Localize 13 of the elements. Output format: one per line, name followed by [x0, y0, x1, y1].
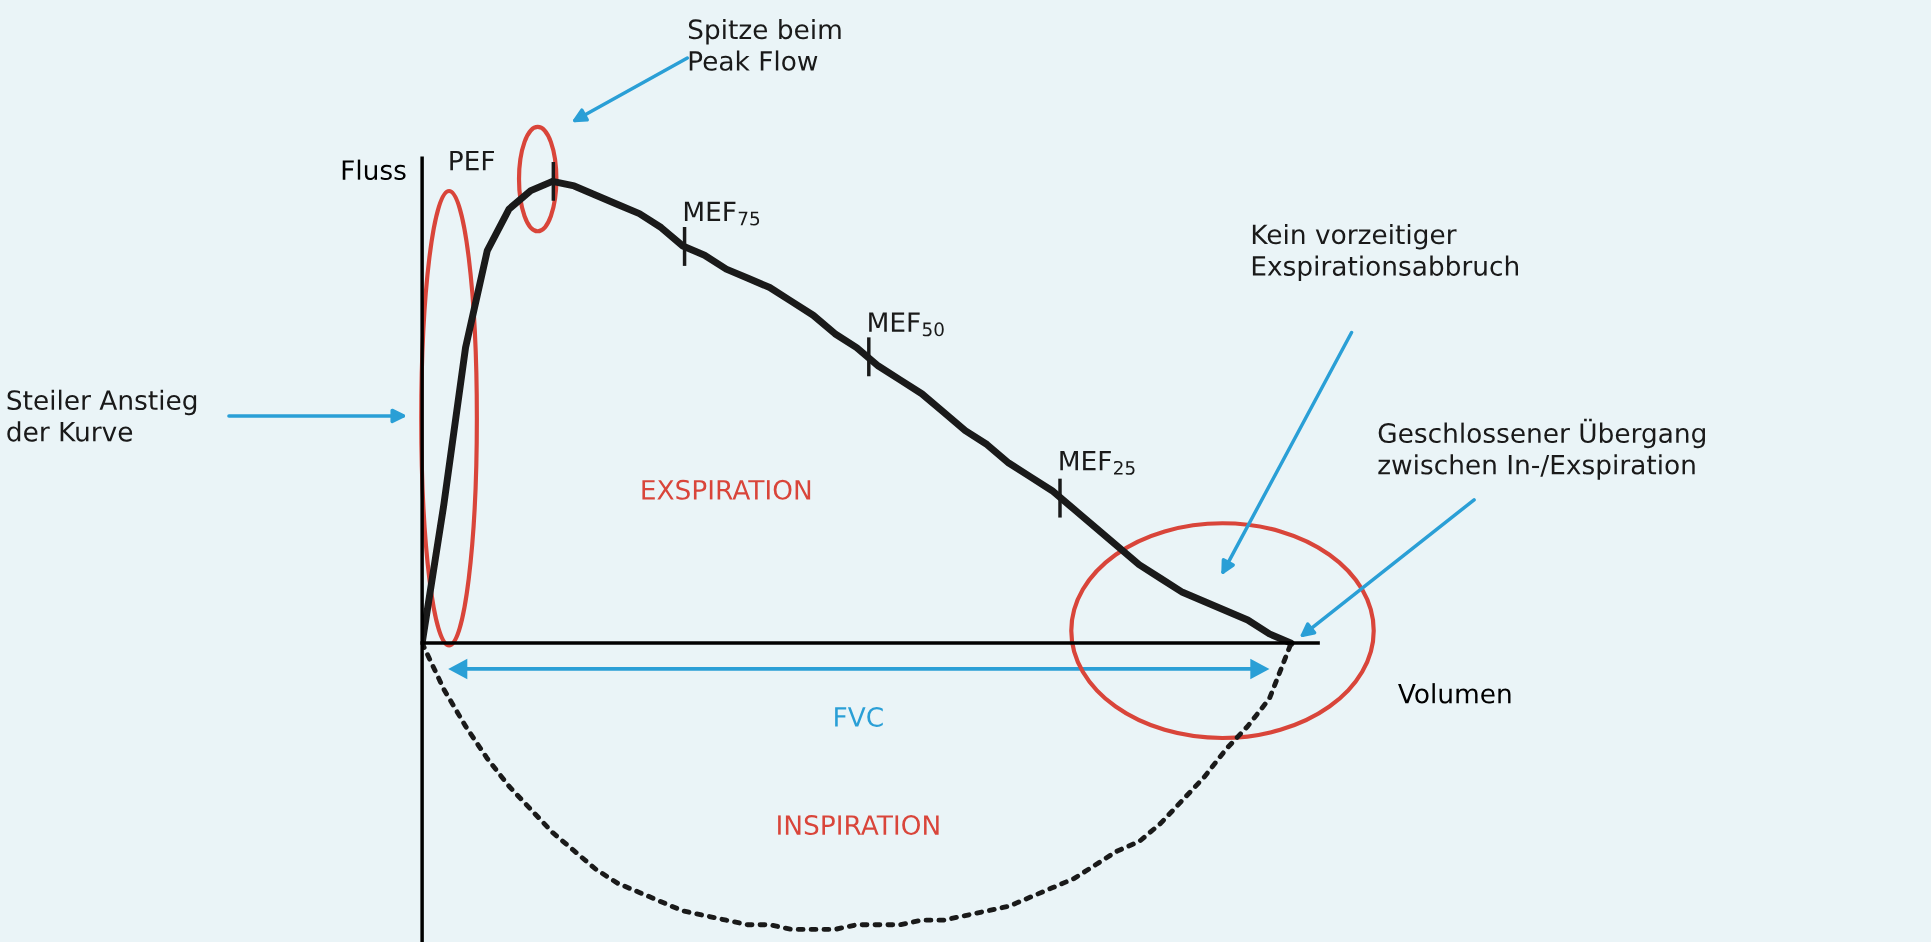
annotation: EXSPIRATION [642, 479, 811, 500]
annotation: Kein vorzeitiger Exspirationsabbruch [1252, 223, 1518, 281]
text: Geschlossener Übergang zwischen In-/Exspiration [1378, 418, 1705, 480]
annotation: FVC [835, 707, 883, 727]
annotation: MEF$_{50}$ [869, 312, 944, 337]
text: PEF [450, 150, 494, 171]
x-axis-title: Volumen [1398, 683, 1511, 704]
text: Steiler Anstieg der Kurve [7, 389, 197, 442]
text: Spitze beim Peak Flow [688, 18, 841, 71]
annotation: INSPIRATION [778, 815, 939, 836]
annotation: MEF$_{75}$ [684, 201, 760, 226]
annotation: MEF$_{25}$ [1060, 451, 1135, 475]
y-axis-title: Fluss [342, 159, 406, 181]
